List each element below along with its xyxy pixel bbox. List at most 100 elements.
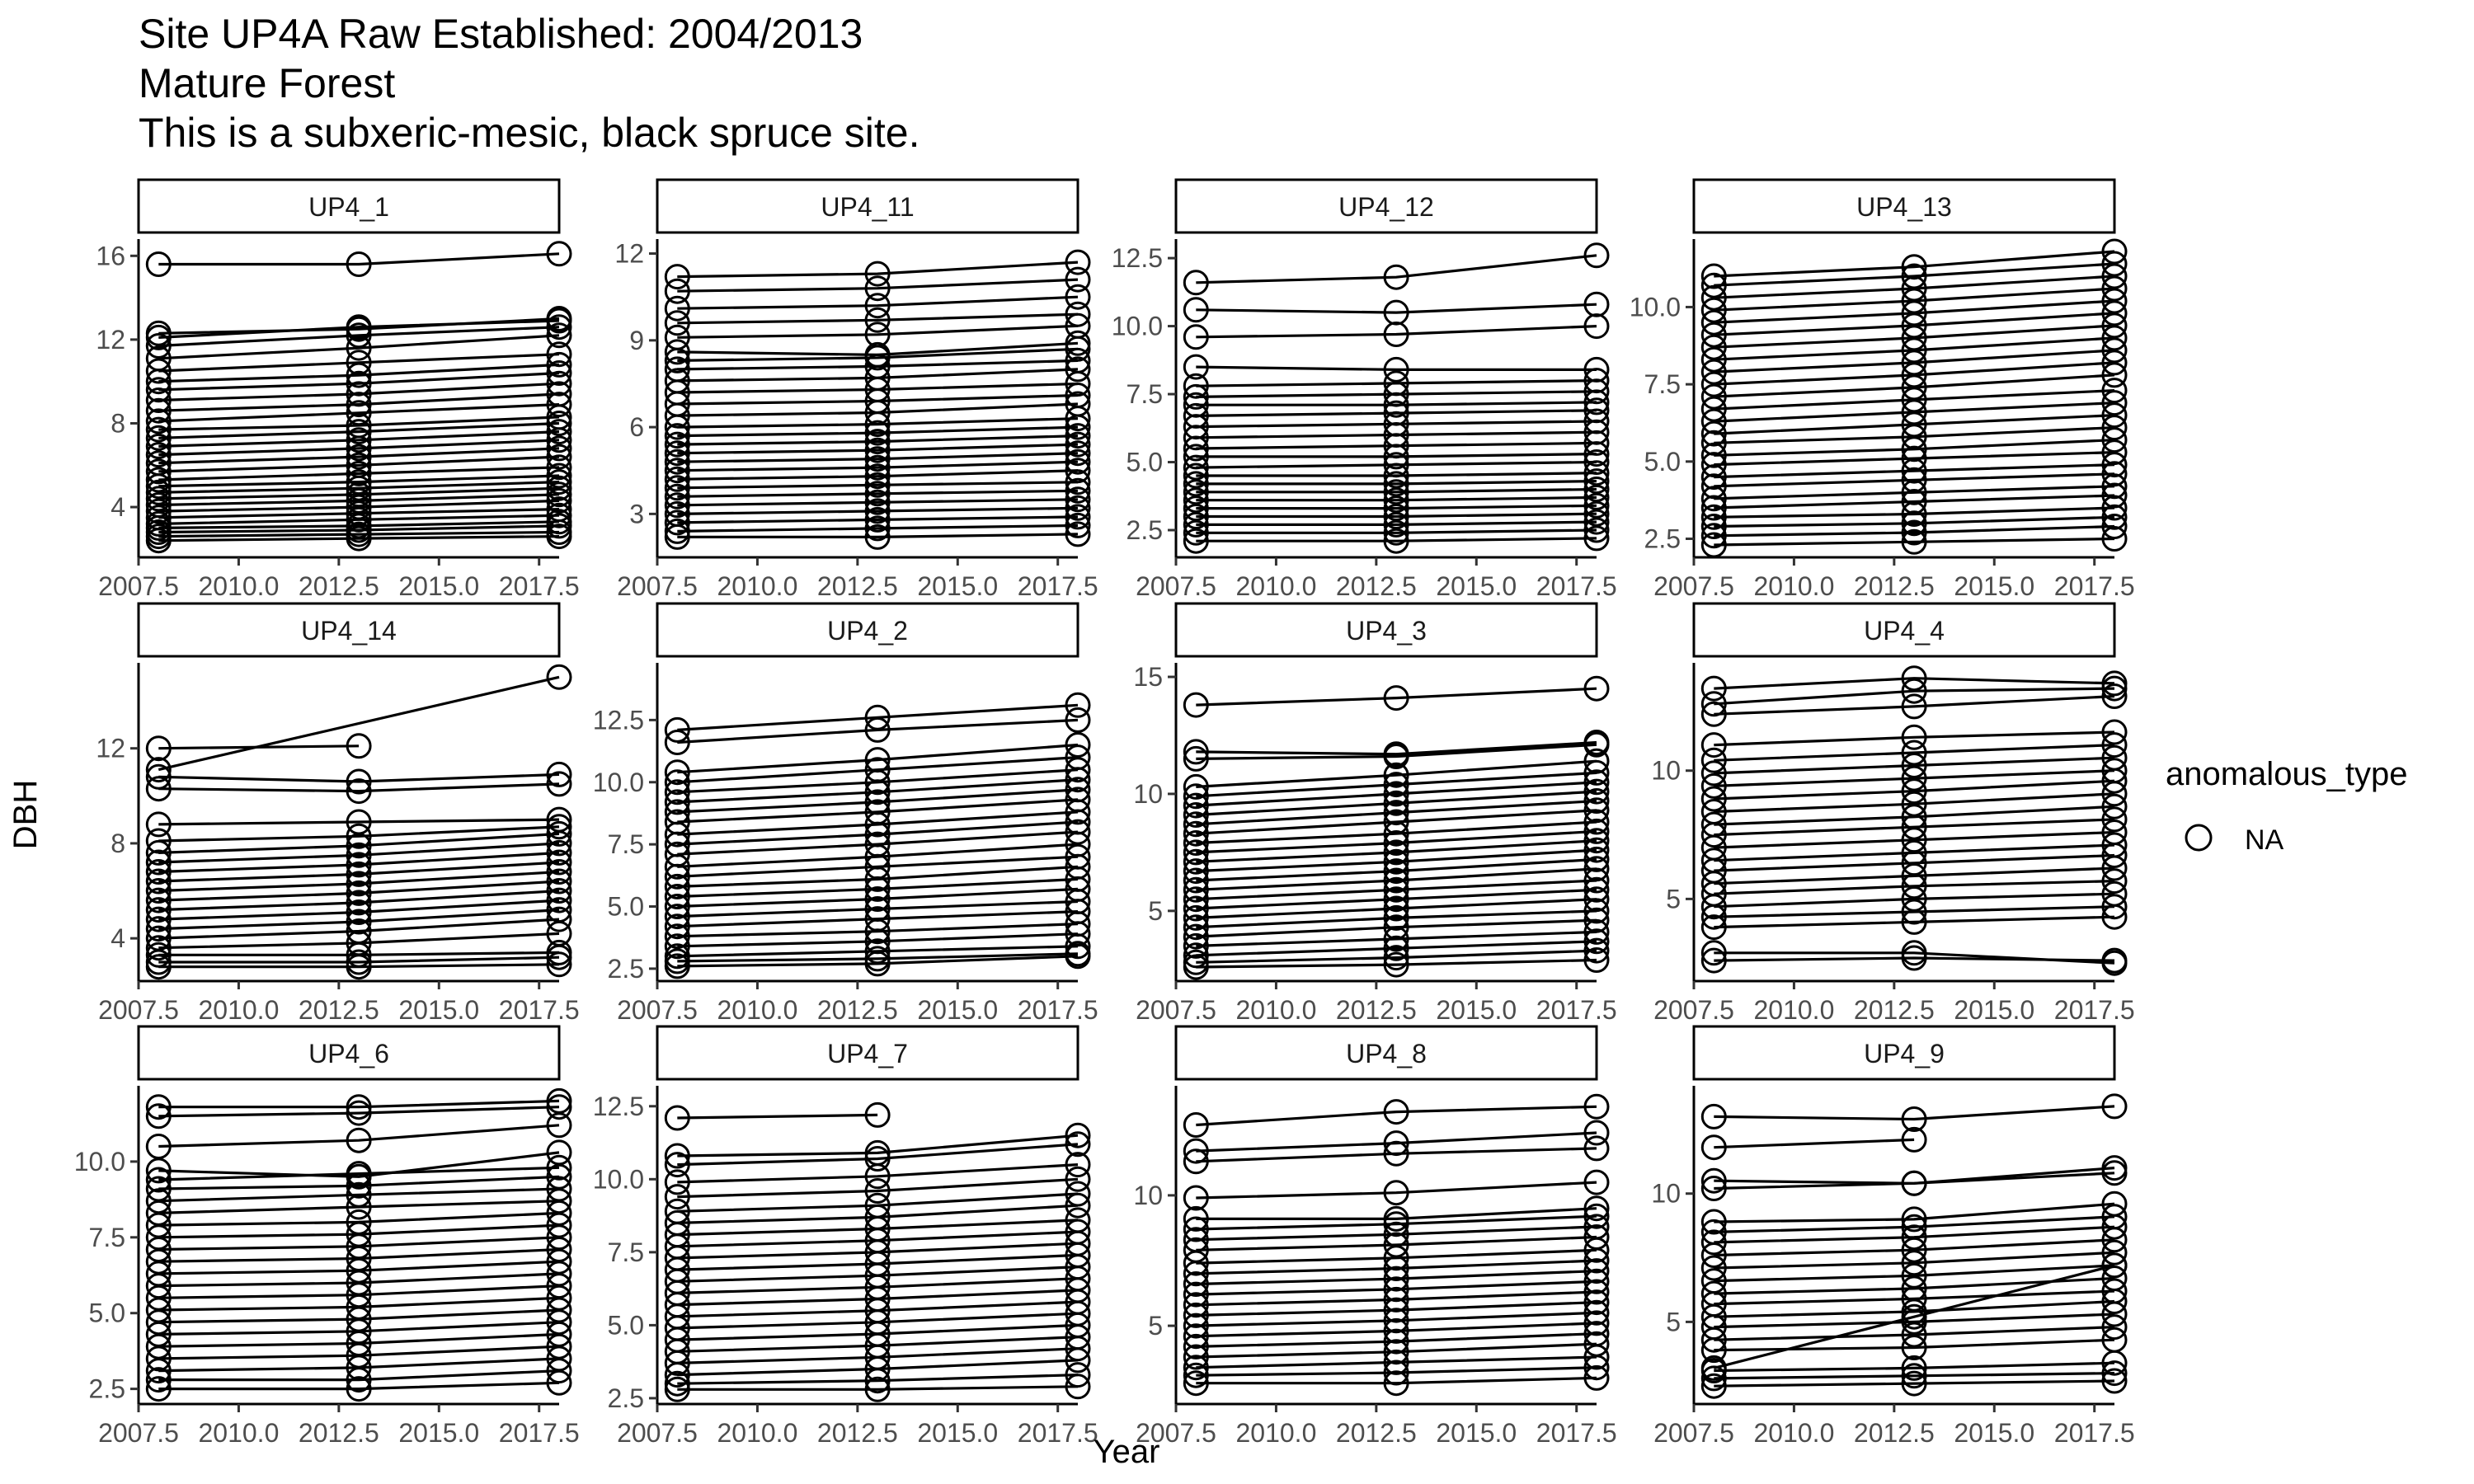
data-point: [145, 942, 172, 968]
data-point: [1901, 740, 1927, 766]
tree-line: [1196, 781, 1597, 807]
data-point: [1583, 1135, 1610, 1162]
x-tick-label: 2010.0: [717, 995, 797, 1025]
x-tick-label: 2010.0: [717, 1418, 797, 1448]
data-point: [546, 411, 572, 436]
data-point: [145, 906, 172, 932]
series-lines: [158, 252, 560, 542]
data-point: [145, 763, 172, 790]
data-point: [1700, 691, 1727, 717]
tree-line: [1714, 694, 2115, 716]
tree-line: [1714, 818, 2115, 837]
data-point: [546, 463, 572, 489]
data-point: [346, 954, 372, 980]
x-tick-label: 2017.5: [2054, 1418, 2135, 1448]
data-point: [864, 293, 891, 319]
data-point: [1065, 330, 1091, 356]
data-point: [1065, 440, 1091, 467]
data-point: [1183, 923, 1209, 950]
data-point: [1583, 517, 1610, 543]
tree-line: [158, 870, 560, 893]
x-tick-label: 2012.5: [817, 1418, 898, 1448]
data-point: [664, 339, 690, 365]
tree-line: [1714, 805, 2115, 826]
tree-line: [1196, 520, 1597, 527]
legend-item-label: NA: [2245, 824, 2284, 856]
series-points: [1700, 238, 2128, 558]
data-point: [1183, 802, 1209, 828]
data-point: [664, 423, 690, 449]
data-point: [546, 944, 572, 970]
data-point: [664, 904, 690, 930]
data-point: [1901, 1126, 1927, 1153]
y-tick-label: 12.5: [593, 705, 644, 735]
data-point: [1065, 521, 1091, 547]
tree-line: [1196, 1207, 1597, 1221]
data-point: [145, 333, 172, 359]
y-tick-label: 7.5: [608, 1237, 644, 1267]
data-point: [1383, 495, 1409, 522]
data-point: [1901, 528, 1927, 555]
data-point: [1583, 419, 1610, 445]
data-point: [145, 473, 172, 500]
data-point: [1183, 830, 1209, 856]
data-point: [1583, 809, 1610, 835]
data-point: [346, 778, 372, 805]
facet-strip: [656, 602, 1079, 658]
data-point: [1065, 1166, 1091, 1192]
data-point: [1901, 665, 1927, 692]
data-point: [2101, 1252, 2128, 1279]
data-point: [1901, 337, 1927, 364]
series-points: [1183, 1093, 1610, 1397]
data-point: [664, 1362, 690, 1388]
data-point: [1183, 839, 1209, 866]
tree-line: [158, 832, 560, 854]
tree-line: [1714, 830, 2115, 849]
tree-line: [677, 788, 1079, 814]
x-tick-label: 2010.0: [1235, 1418, 1316, 1448]
data-point: [1901, 765, 1927, 791]
data-point: [346, 890, 372, 916]
legend-title: anomalous_type: [2166, 756, 2408, 792]
facet-strip-label: UP4_4: [1864, 616, 1945, 646]
data-point: [346, 1376, 372, 1402]
data-point: [1901, 362, 1927, 388]
facet-strip: [1692, 178, 2116, 234]
data-point: [1065, 495, 1091, 521]
data-point: [346, 880, 372, 906]
y-tick-label: 10: [1651, 756, 1681, 786]
data-point: [1700, 1327, 1727, 1353]
data-point: [1383, 1180, 1409, 1206]
data-point: [1383, 1297, 1409, 1323]
data-point: [1901, 288, 1927, 314]
data-point: [145, 433, 172, 459]
data-point: [346, 362, 372, 388]
x-tick-label: 2017.5: [1018, 571, 1098, 601]
data-point: [1183, 1261, 1209, 1287]
y-tick-label: 5: [1666, 1307, 1681, 1336]
data-point: [145, 377, 172, 403]
data-point: [1583, 397, 1610, 424]
data-point: [1383, 444, 1409, 470]
data-point: [546, 487, 572, 514]
data-point: [664, 933, 690, 960]
tree-line: [158, 889, 560, 912]
facet-strip: [137, 1025, 561, 1081]
data-point: [2101, 415, 2128, 441]
data-point: [1583, 492, 1610, 519]
x-tick-label: 2010.0: [1753, 995, 1834, 1025]
data-point: [1183, 471, 1209, 497]
data-point: [2101, 1360, 2128, 1387]
data-point: [1700, 947, 1727, 974]
data-point: [346, 392, 372, 418]
x-tick-label: 2012.5: [1854, 1418, 1935, 1448]
data-point: [664, 953, 690, 979]
data-point: [145, 1103, 172, 1129]
y-tick-label: 5: [1148, 1311, 1163, 1341]
data-point: [346, 852, 372, 878]
x-tick-label: 2007.5: [617, 995, 698, 1025]
data-point: [1583, 867, 1610, 894]
y-tick-label: 10.0: [593, 768, 644, 797]
data-point: [864, 524, 891, 550]
data-point: [1583, 356, 1610, 383]
